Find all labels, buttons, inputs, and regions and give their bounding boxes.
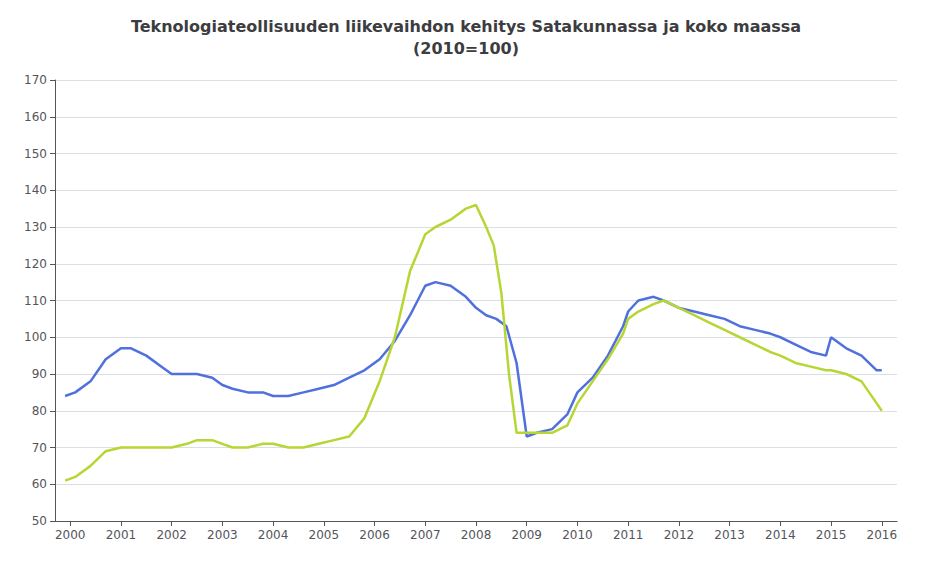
svg-text:2013: 2013 — [714, 528, 745, 542]
svg-text:120: 120 — [24, 257, 47, 271]
svg-text:2005: 2005 — [309, 528, 340, 542]
svg-text:130: 130 — [24, 220, 47, 234]
svg-text:90: 90 — [32, 367, 47, 381]
svg-text:2006: 2006 — [359, 528, 390, 542]
svg-text:2015: 2015 — [816, 528, 847, 542]
svg-text:100: 100 — [24, 330, 47, 344]
svg-text:2010: 2010 — [562, 528, 593, 542]
svg-text:110: 110 — [24, 294, 47, 308]
svg-text:2003: 2003 — [207, 528, 238, 542]
svg-text:2001: 2001 — [106, 528, 137, 542]
svg-text:160: 160 — [24, 110, 47, 124]
svg-text:2008: 2008 — [461, 528, 492, 542]
svg-text:Teknologiateollisuuden liikeva: Teknologiateollisuuden liikevaihdon kehi… — [131, 17, 801, 36]
svg-text:60: 60 — [32, 477, 47, 491]
svg-text:170: 170 — [24, 73, 47, 87]
svg-text:2016: 2016 — [867, 528, 898, 542]
svg-text:(2010=100): (2010=100) — [413, 39, 519, 58]
svg-text:2007: 2007 — [410, 528, 441, 542]
svg-text:2000: 2000 — [55, 528, 86, 542]
svg-text:2004: 2004 — [258, 528, 289, 542]
svg-text:2014: 2014 — [765, 528, 796, 542]
svg-text:70: 70 — [32, 441, 47, 455]
svg-text:80: 80 — [32, 404, 47, 418]
svg-text:2009: 2009 — [511, 528, 542, 542]
svg-text:2011: 2011 — [613, 528, 644, 542]
svg-text:140: 140 — [24, 183, 47, 197]
svg-text:2012: 2012 — [664, 528, 695, 542]
svg-text:150: 150 — [24, 147, 47, 161]
svg-text:50: 50 — [32, 514, 47, 528]
svg-text:2002: 2002 — [156, 528, 187, 542]
